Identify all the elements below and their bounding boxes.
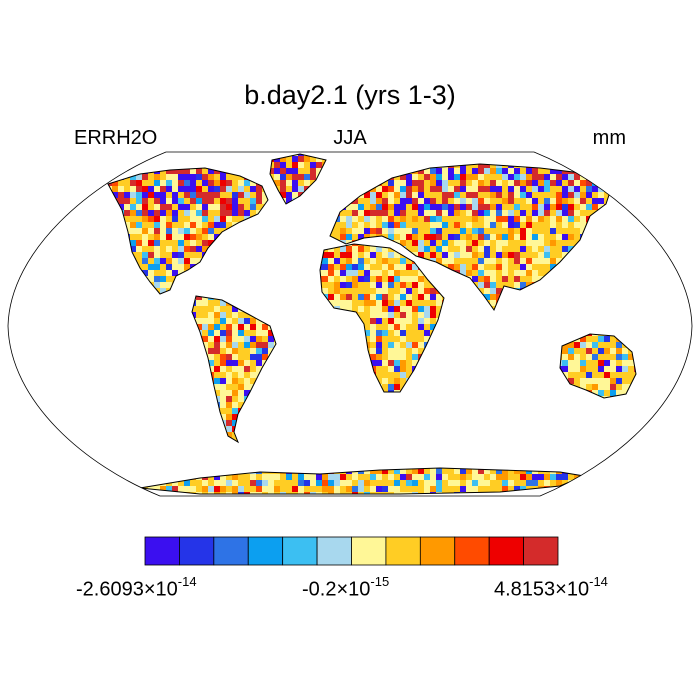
colorbar-box	[144, 536, 180, 566]
colorbar-box	[488, 536, 524, 566]
colorbar-box	[523, 536, 559, 566]
season-label: JJA	[333, 127, 367, 149]
colorbar-box	[316, 536, 352, 566]
australia-coast	[559, 333, 637, 399]
variable-label: ERRH2O	[74, 127, 158, 149]
colorbar-box	[179, 536, 215, 566]
colorbar-box	[385, 536, 421, 566]
colorbar-min-label: -2.6093×10-14	[76, 574, 197, 601]
colorbar-box	[282, 536, 318, 566]
colorbar-box	[213, 536, 249, 566]
africa-coast	[319, 243, 445, 393]
colorbar-box	[351, 536, 387, 566]
colorbar-max-label: 4.8153×10-14	[494, 574, 608, 601]
colorbar-box	[454, 536, 490, 566]
globe-outline	[7, 151, 693, 497]
eurasia-coast	[329, 163, 613, 312]
colorbar-mid-label: -0.2×10-15	[302, 574, 390, 601]
antarctica-coast	[139, 467, 586, 495]
coastlines	[107, 153, 637, 495]
colorbar-box	[419, 536, 456, 566]
south-america-coast	[191, 295, 277, 444]
colorbar-box	[247, 536, 284, 566]
plot-title: b.day2.1 (yrs 1-3)	[244, 80, 456, 110]
north-america-coast	[107, 167, 269, 295]
greenland-coast	[269, 153, 327, 205]
units-label: mm	[592, 127, 626, 149]
